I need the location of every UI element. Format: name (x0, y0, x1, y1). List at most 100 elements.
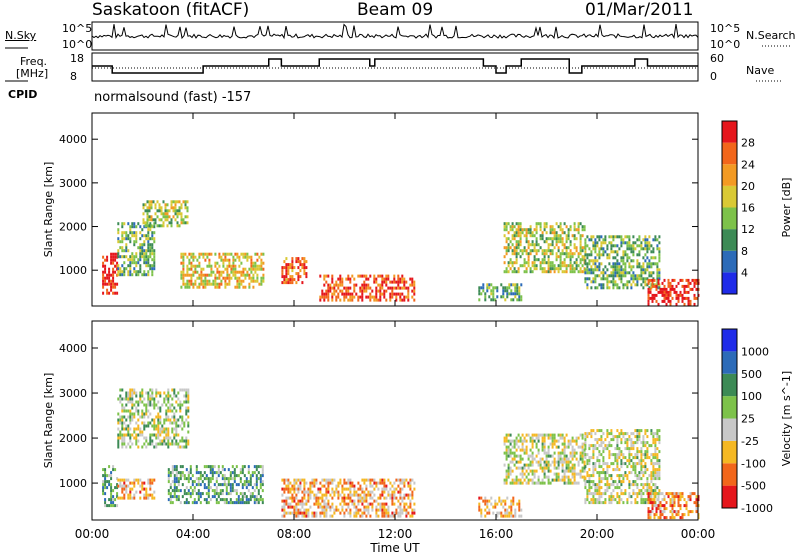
echo-cell-0 (164, 203, 167, 207)
echo-cell-1 (517, 454, 520, 458)
echo-cell-0 (232, 258, 235, 262)
echo-cell-1 (345, 496, 348, 500)
echo-cell-1 (529, 460, 532, 464)
echo-cell-1 (395, 487, 398, 491)
echo-cell-1 (565, 460, 568, 464)
echo-cell-1 (581, 445, 584, 449)
echo-cell-0 (299, 260, 302, 264)
echo-cell-1 (301, 514, 304, 518)
echo-cell-0 (151, 249, 154, 253)
echo-cell-0 (172, 206, 175, 210)
echo-cell-0 (642, 238, 645, 242)
echo-cell-1 (173, 427, 176, 431)
echo-cell-0 (190, 261, 193, 265)
echo-cell-1 (355, 514, 358, 518)
echo-cell-1 (509, 433, 512, 437)
echo-cell-0 (486, 289, 489, 293)
echo-cell-1 (646, 453, 649, 457)
echo-cell-1 (656, 471, 659, 475)
echo-cell-0 (119, 246, 122, 250)
echo-cell-1 (644, 468, 647, 472)
nsky-line (91, 23, 699, 40)
echo-cell-0 (561, 231, 564, 235)
echo-cell-0 (285, 266, 288, 270)
echo-cell-1 (349, 508, 352, 512)
echo-cell-1 (169, 436, 172, 440)
echo-cell-1 (149, 481, 152, 485)
echo-cell-0 (145, 258, 148, 262)
echo-cell-1 (129, 421, 132, 425)
echo-cell-1 (518, 508, 521, 512)
echo-cell-0 (397, 277, 400, 281)
echo-cell-1 (291, 484, 294, 488)
echo-cell-1 (393, 481, 396, 485)
echo-cell-1 (125, 484, 128, 488)
echo-cell-1 (123, 487, 126, 491)
echo-cell-1 (343, 502, 346, 506)
echo-cell-1 (349, 481, 352, 485)
echo-cell-1 (397, 484, 400, 488)
echo-cell-0 (403, 280, 406, 284)
echo-cell-1 (632, 444, 635, 448)
echo-cell-0 (496, 289, 499, 293)
echo-cell-0 (510, 298, 513, 302)
echo-cell-1 (173, 388, 176, 392)
echo-cell-1 (539, 457, 542, 461)
echo-cell-0 (555, 240, 558, 244)
echo-cell-0 (511, 249, 514, 253)
echo-cell-1 (403, 496, 406, 500)
echo-cell-1 (227, 468, 230, 472)
echo-cell-0 (135, 252, 138, 256)
echo-cell-1 (119, 481, 122, 485)
echo-cell-1 (127, 409, 130, 413)
echo-cell-0 (543, 222, 546, 226)
echo-cell-1 (598, 501, 601, 505)
echo-cell-1 (121, 487, 124, 491)
echo-cell-1 (125, 490, 128, 494)
echo-cell-1 (644, 441, 647, 445)
echo-cell-0 (166, 212, 169, 216)
echo-cell-0 (569, 255, 572, 259)
echo-cell-1 (509, 460, 512, 464)
echo-cell-0 (413, 283, 416, 287)
echo-cell-1 (119, 421, 122, 425)
echo-cell-1 (281, 493, 284, 497)
echo-cell-1 (357, 508, 360, 512)
echo-cell-1 (325, 511, 328, 515)
echo-cell-1 (183, 400, 186, 404)
echo-cell-0 (102, 285, 105, 289)
echo-cell-1 (185, 388, 188, 392)
echo-cell-0 (671, 296, 674, 300)
echo-cell-1 (309, 487, 312, 491)
echo-cell-1 (129, 394, 132, 398)
echo-cell-1 (283, 508, 286, 512)
echo-cell-1 (547, 436, 550, 440)
echo-cell-0 (188, 261, 191, 265)
echo-cell-0 (283, 281, 286, 285)
echo-cell-0 (612, 238, 615, 242)
echo-cell-0 (636, 244, 639, 248)
echo-cell-0 (250, 270, 253, 274)
echo-cell-0 (129, 255, 132, 259)
echo-cell-0 (174, 206, 177, 210)
echo-cell-0 (407, 298, 410, 302)
echo-cell-1 (579, 457, 582, 461)
echo-cell-0 (511, 270, 514, 274)
echo-cell-1 (381, 478, 384, 482)
echo-cell-1 (167, 489, 170, 493)
echo-cell-0 (512, 292, 515, 296)
echo-cell-0 (365, 283, 368, 287)
echo-cell-1 (367, 508, 370, 512)
echo-cell-1 (261, 474, 264, 478)
echo-cell-0 (596, 253, 599, 257)
echo-cell-0 (520, 298, 523, 302)
echo-cell-0 (575, 261, 578, 265)
echo-cell-0 (594, 250, 597, 254)
echo-cell-1 (553, 439, 556, 443)
echo-cell-0 (133, 258, 136, 262)
echo-cell-0 (108, 273, 111, 277)
echo-cell-1 (397, 490, 400, 494)
echo-cell-0 (488, 295, 491, 299)
echo-cell-1 (133, 403, 136, 407)
echo-cell-0 (353, 289, 356, 293)
